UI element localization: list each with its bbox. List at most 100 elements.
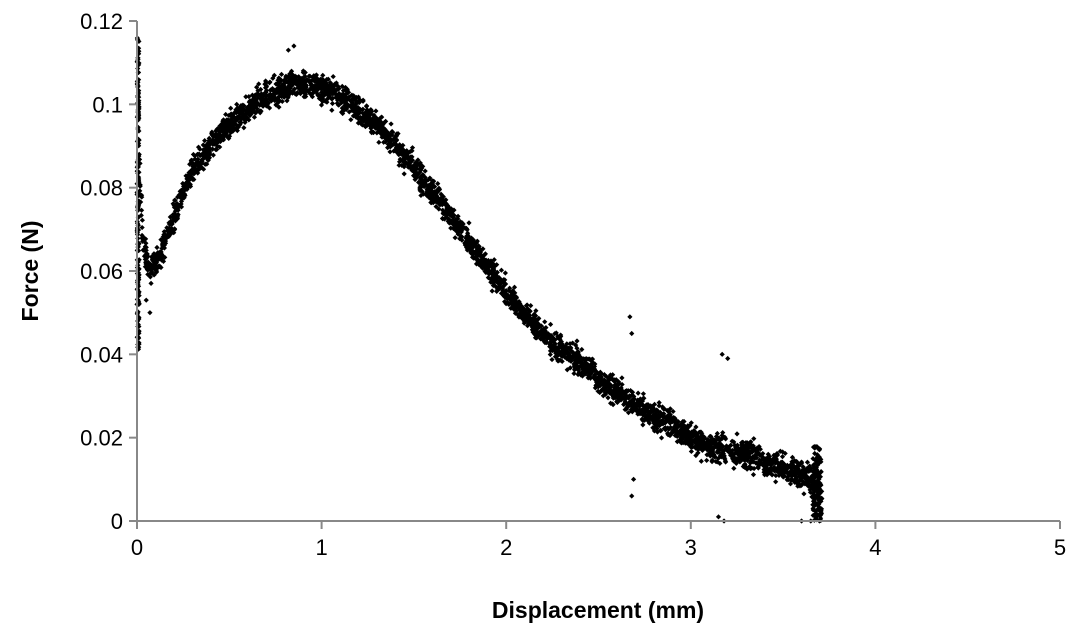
data-point [814,506,820,513]
data-point [335,102,341,108]
data-point [601,382,607,389]
data-point [297,85,303,92]
data-point [470,255,476,261]
data-point [762,459,768,465]
data-point [217,144,223,150]
data-point [779,454,786,460]
data-point [681,434,687,440]
data-point [671,414,677,421]
data-point [644,412,650,418]
data-point [532,316,538,322]
data-point [508,292,514,299]
data-point [587,367,593,374]
data-point [780,471,786,477]
data-point [195,151,201,157]
data-point [642,415,648,422]
data-point [750,448,756,454]
data-point [349,99,356,105]
data-point [612,382,618,388]
data-point [164,225,170,231]
data-point [666,426,672,432]
data-point [784,477,790,483]
data-point [412,173,418,179]
data-point [769,472,775,478]
data-point [330,88,336,95]
data-point [136,272,142,278]
data-point [575,356,581,362]
data-point [818,510,825,516]
data-point [263,82,269,89]
data-point [226,133,233,139]
data-point [476,258,482,264]
data-point [270,75,276,81]
data-point [422,176,428,182]
data-point [135,277,142,283]
data-point [673,422,679,428]
data-point [143,247,149,253]
data-point [811,475,817,481]
data-point [143,264,149,270]
data-point [153,260,160,266]
data-point [687,431,693,437]
data-point [568,345,574,351]
data-point [332,88,339,94]
data-point [605,395,611,401]
data-point [339,105,345,111]
data-point [397,156,403,162]
data-point [393,144,400,151]
data-point [377,115,384,121]
data-point [812,511,818,517]
data-point [798,459,805,465]
data-point [780,449,786,455]
data-point [136,315,142,321]
data-point [757,446,763,452]
data-point [635,411,641,417]
data-point [567,365,573,371]
data-point [319,84,325,90]
data-point [681,423,687,429]
data-point [691,437,698,443]
data-point [404,151,410,157]
data-point [334,100,340,106]
data-point [711,444,717,450]
data-point [707,433,713,440]
data-point [618,397,624,403]
data-point [685,423,691,429]
data-point [654,429,661,435]
data-point [765,454,771,461]
data-point [672,429,678,435]
data-point [672,432,678,439]
data-point [384,129,391,135]
data-point [373,121,380,128]
data-point [366,114,372,121]
data-point [413,169,420,176]
data-point [619,389,625,396]
data-point [800,479,806,485]
data-point [762,456,768,462]
data-point [637,409,644,416]
data-point [614,399,621,406]
data-point [626,399,632,406]
data-point [793,471,799,477]
data-point [731,454,737,460]
data-point [288,83,295,89]
data-point [658,418,664,424]
data-point [788,477,794,483]
data-point [532,326,538,332]
data-point [787,481,794,487]
data-point [682,438,688,444]
data-point [430,183,436,189]
data-point [204,161,210,167]
data-point [696,435,703,441]
data-point [560,342,566,348]
data-point [462,225,468,231]
data-point [363,117,369,123]
data-point [356,106,362,112]
data-point [710,448,716,454]
data-point [814,480,820,487]
data-point [810,469,816,475]
data-point [287,71,293,77]
data-point [502,292,508,299]
x-axis-ticks: 0 1 2 3 4 5 [131,521,1066,560]
data-point [640,395,646,402]
